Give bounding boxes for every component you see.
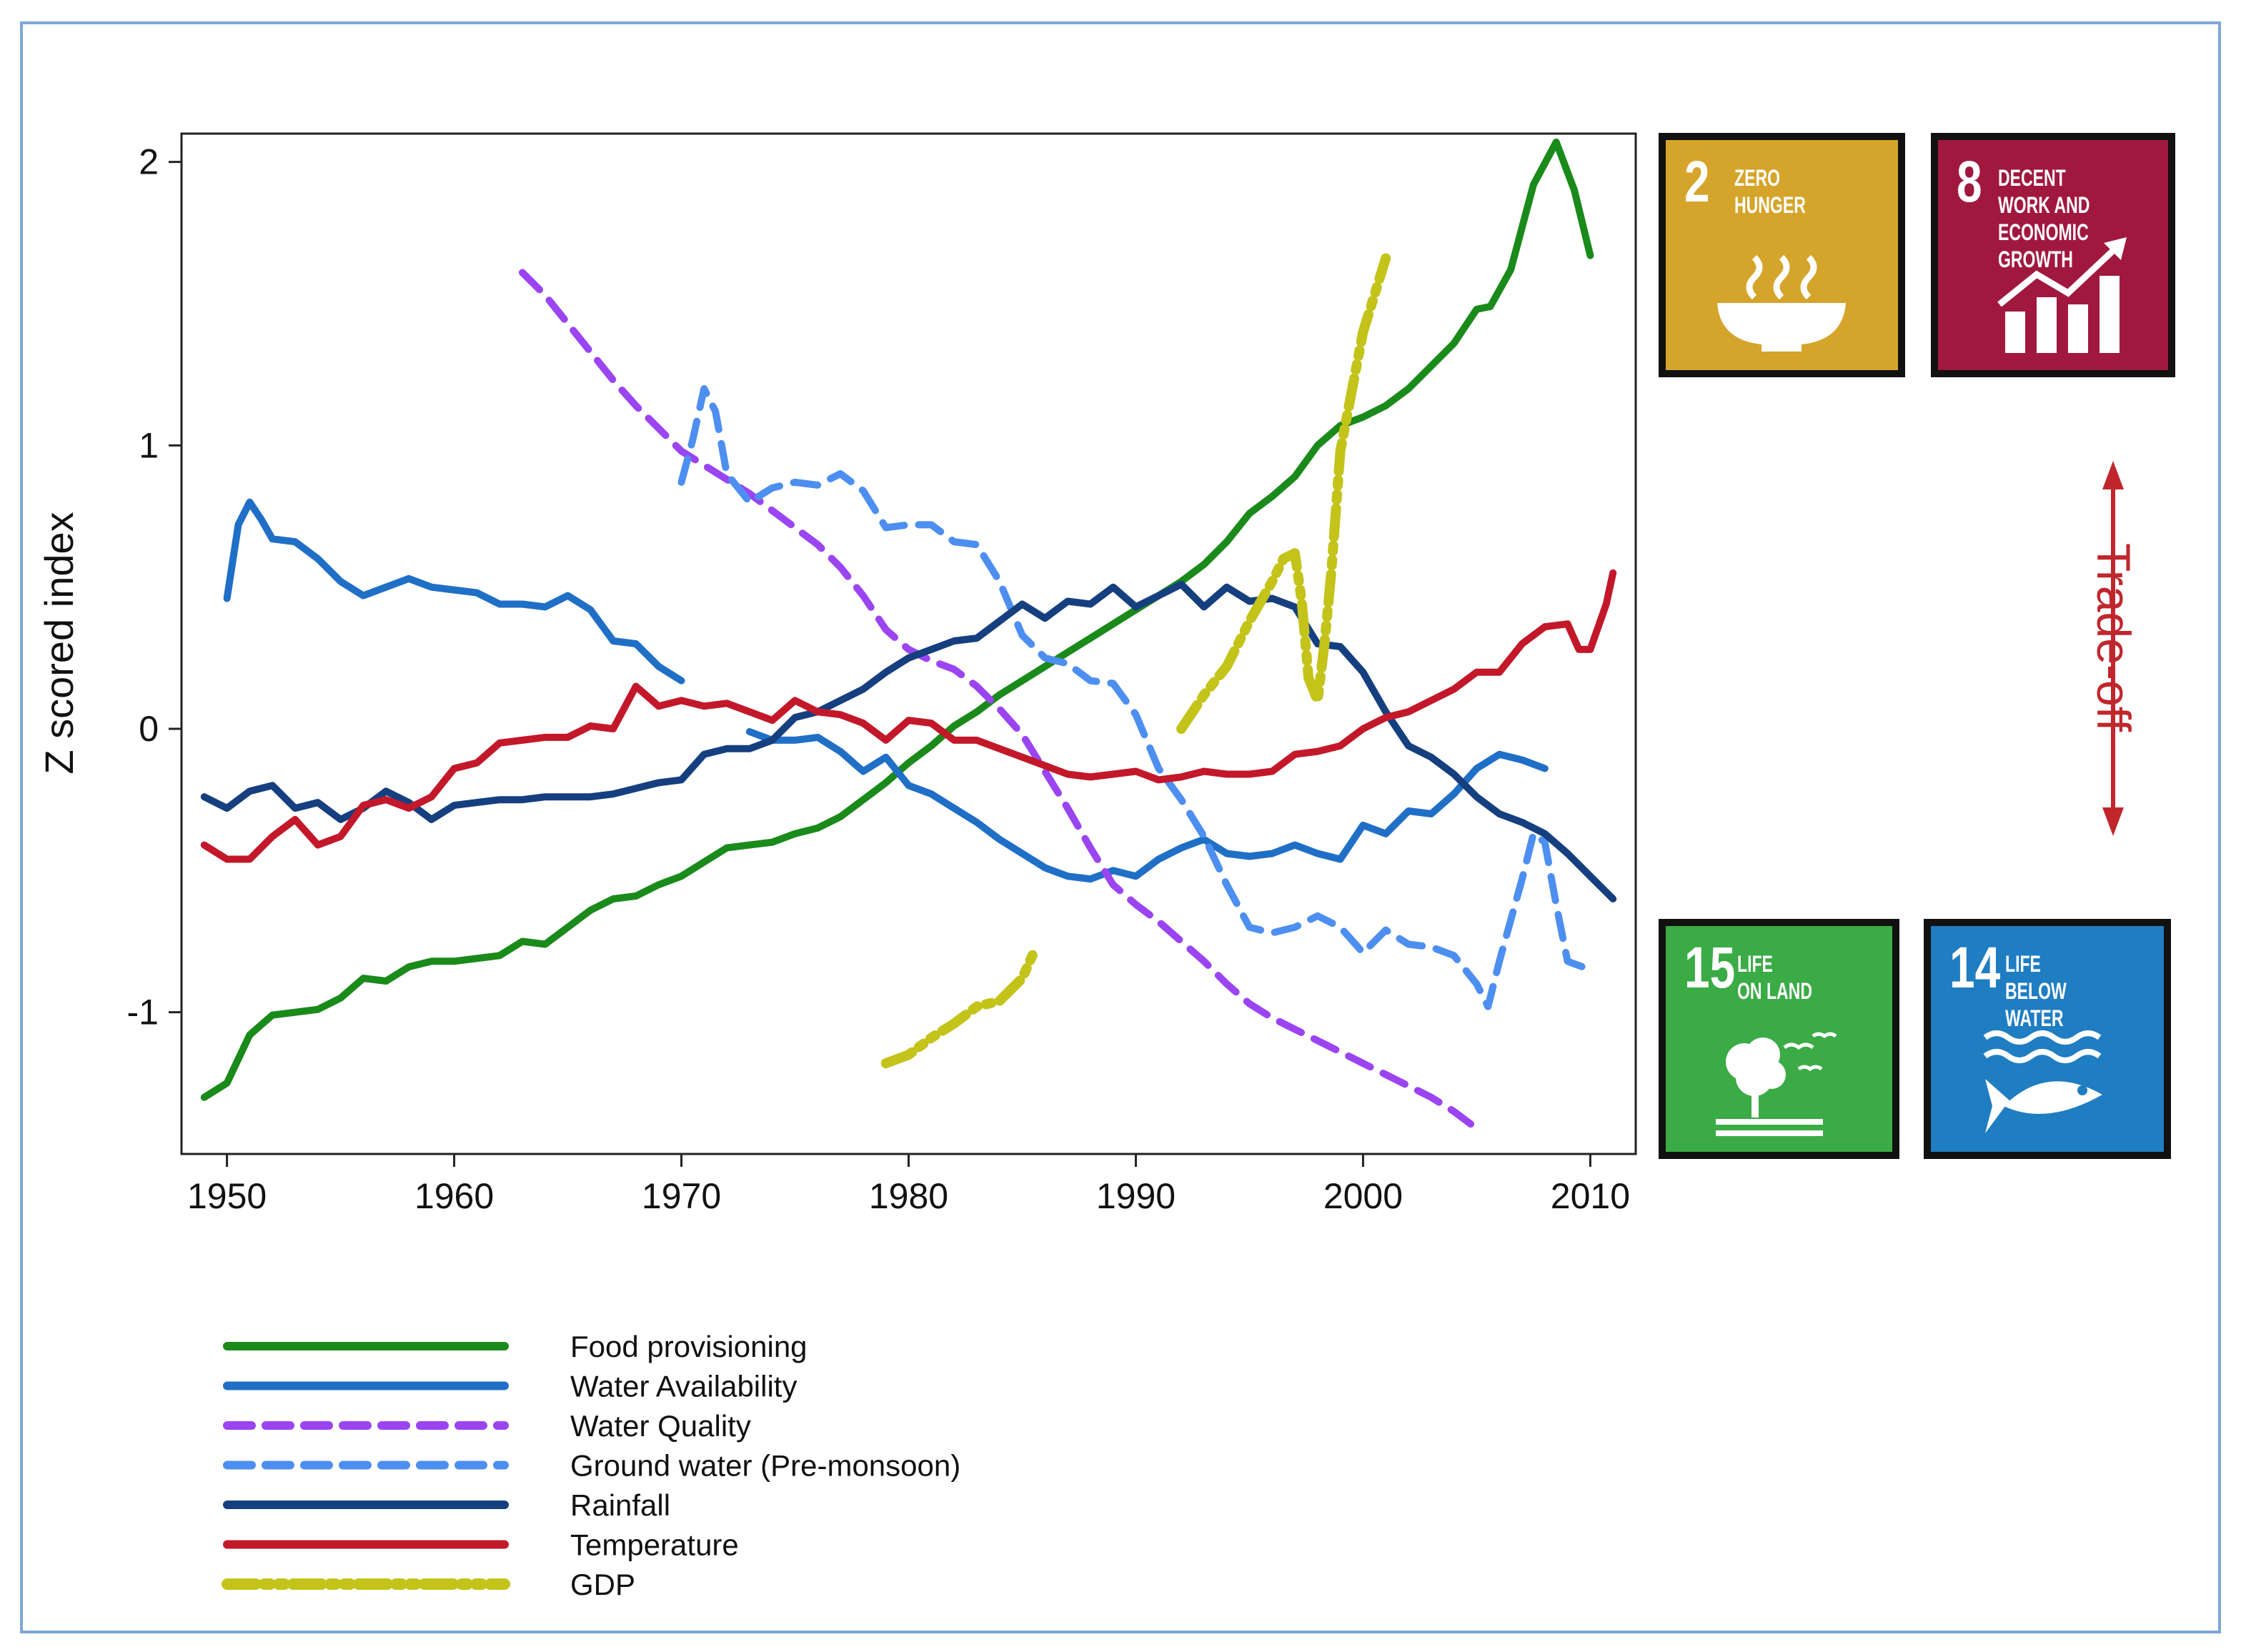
y-tick-label: 0: [139, 709, 159, 749]
figure-frame: [20, 21, 2221, 1633]
x-tick-label: 2000: [1323, 1176, 1403, 1216]
sdg-8-label: DECENT WORK AND ECONOMIC GROWTH: [1998, 165, 2090, 272]
x-tick-label: 1970: [642, 1176, 721, 1216]
tradeoff-arrow: [2102, 461, 2124, 836]
x-tick-label: 1950: [187, 1176, 267, 1216]
sdg-2-label: ZERO HUNGER: [1734, 165, 1806, 218]
sdg-8-tile: 8 DECENT WORK AND ECONOMIC GROWTH: [1931, 133, 2175, 377]
sdg-8-number: 8: [1957, 149, 1982, 214]
y-tick-label: 2: [139, 142, 159, 182]
x-tick-label: 2010: [1551, 1176, 1630, 1216]
x-tick-label: 1980: [869, 1176, 948, 1216]
x-tick-label: 1960: [414, 1176, 494, 1216]
fish-icon: [1983, 1030, 2102, 1133]
legend-label: Water Quality: [570, 1409, 751, 1443]
series-line-water-availability: [223, 498, 1549, 883]
y-axis-label: Z scored index: [36, 512, 81, 774]
sdg-14-number: 14: [1949, 935, 2001, 1000]
legend-label: Rainfall: [570, 1488, 670, 1522]
series-line-ground-water-pre-monsoon: [677, 385, 1594, 1010]
legend-label: Food provisioning: [570, 1330, 808, 1363]
sdg-14-label: LIFE BELOW WATER: [2005, 951, 2067, 1031]
growth-chart-icon: [1997, 237, 2127, 353]
series-line-water-quality: [519, 269, 1481, 1133]
sdg-15-number: 15: [1684, 935, 1736, 1000]
legend-label: Ground water (Pre-monsoon): [570, 1449, 960, 1483]
sdg-14-tile: 14 LIFE BELOW WATER: [1924, 919, 2171, 1159]
sdg-15-tile: 15 LIFE ON LAND: [1659, 919, 1899, 1159]
series-line-gdp: [880, 253, 1391, 1069]
sdg-15-label: LIFE ON LAND: [1737, 951, 1812, 1004]
sdg-2-number: 2: [1684, 149, 1710, 214]
sdg-2-tile: 2 ZERO HUNGER: [1659, 133, 1905, 377]
y-tick-label: 1: [139, 425, 159, 465]
legend-label: Water Availability: [570, 1370, 797, 1403]
tree-birds-icon: [1716, 1032, 1837, 1136]
tradeoff-label: Trade-off: [2087, 543, 2140, 732]
legend-label: GDP: [570, 1568, 635, 1601]
series-line-temperature: [200, 569, 1617, 863]
bowl-icon: [1717, 254, 1846, 352]
x-tick-label: 1990: [1096, 1176, 1176, 1216]
series-line-food-provisioning: [200, 138, 1594, 1101]
plot-area: [180, 132, 1637, 1155]
series-line-rainfall: [200, 580, 1617, 902]
legend-label: Temperature: [570, 1528, 739, 1562]
y-tick-label: -1: [127, 992, 159, 1032]
